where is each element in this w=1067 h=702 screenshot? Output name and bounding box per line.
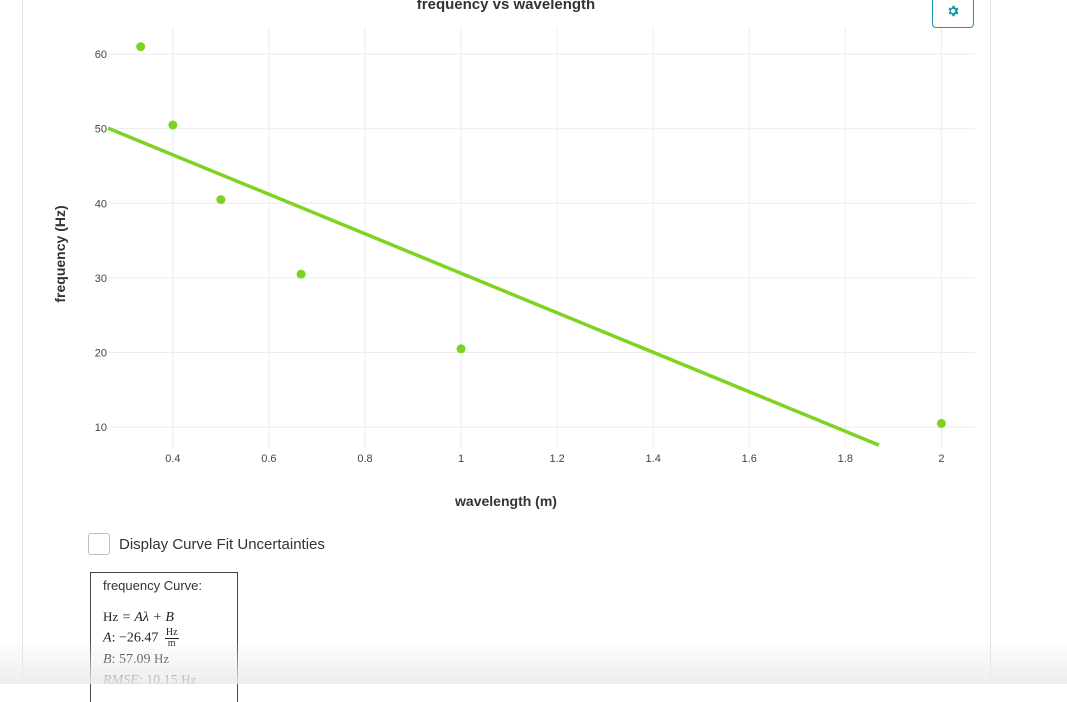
scatter-chart: 0.4 0.6 0.8 1 1.2 1.4 1.6 1.8 2 10 20 30 40 50 60 fre…	[52, 0, 975, 509]
data-point	[936, 418, 946, 428]
chart-title: frequency vs wavelength	[417, 0, 595, 13]
a-unit-fraction: Hz m	[164, 627, 179, 649]
y-tick-label: 40	[95, 198, 107, 210]
x-tick-label: 0.4	[165, 453, 180, 465]
y-tick-label: 20	[95, 348, 107, 360]
data-points	[136, 42, 946, 428]
y-tick-label: 50	[95, 124, 107, 136]
y-tick-label: 60	[95, 49, 107, 61]
uncertainties-checkbox-label[interactable]: Display Curve Fit Uncertainties	[119, 535, 325, 553]
uncertainties-checkbox[interactable]	[88, 533, 110, 555]
settings-button[interactable]	[932, 0, 974, 28]
curve-fit-title: frequency Curve:	[103, 578, 202, 593]
x-tick-label: 0.6	[261, 453, 276, 465]
x-tick-label: 1	[458, 453, 464, 465]
x-tick-label: 1.2	[549, 453, 564, 465]
x-tick-label: 1.8	[838, 453, 853, 465]
y-axis-label: frequency (Hz)	[52, 205, 68, 302]
x-tick-labels: 0.4 0.6 0.8 1 1.2 1.4 1.6 1.8 2	[165, 453, 944, 465]
y-tick-label: 10	[95, 422, 107, 434]
x-tick-label: 1.4	[646, 453, 661, 465]
x-axis-label: wavelength (m)	[454, 493, 557, 509]
fit-rmse: RMSE: 10.15 Hz	[103, 672, 197, 688]
data-point	[168, 120, 178, 130]
fit-parameter-b: B: 57.09 Hz	[103, 651, 170, 667]
data-point	[136, 42, 146, 52]
data-point	[216, 195, 226, 205]
x-tick-label: 1.6	[742, 453, 757, 465]
x-tick-label: 2	[938, 453, 944, 465]
grid	[108, 28, 975, 448]
y-tick-labels: 10 20 30 40 50 60	[95, 49, 107, 434]
x-tick-label: 0.8	[357, 453, 372, 465]
fit-parameter-a: A: −26.47 Hz m	[103, 627, 179, 649]
gear-icon	[948, 5, 959, 17]
uncertainties-toggle-row: Display Curve Fit Uncertainties	[88, 533, 325, 555]
fit-line-layer	[107, 126, 880, 447]
y-tick-label: 30	[95, 273, 107, 285]
data-point	[456, 344, 466, 354]
panel-border-right	[990, 0, 991, 684]
fit-equation: Hz = Aλ + B	[103, 609, 174, 625]
panel-border-left	[22, 0, 23, 684]
data-point	[296, 269, 306, 279]
fit-line	[107, 126, 880, 447]
curve-fit-box: frequency Curve: Hz = Aλ + B A: −26.47 H…	[90, 572, 238, 702]
